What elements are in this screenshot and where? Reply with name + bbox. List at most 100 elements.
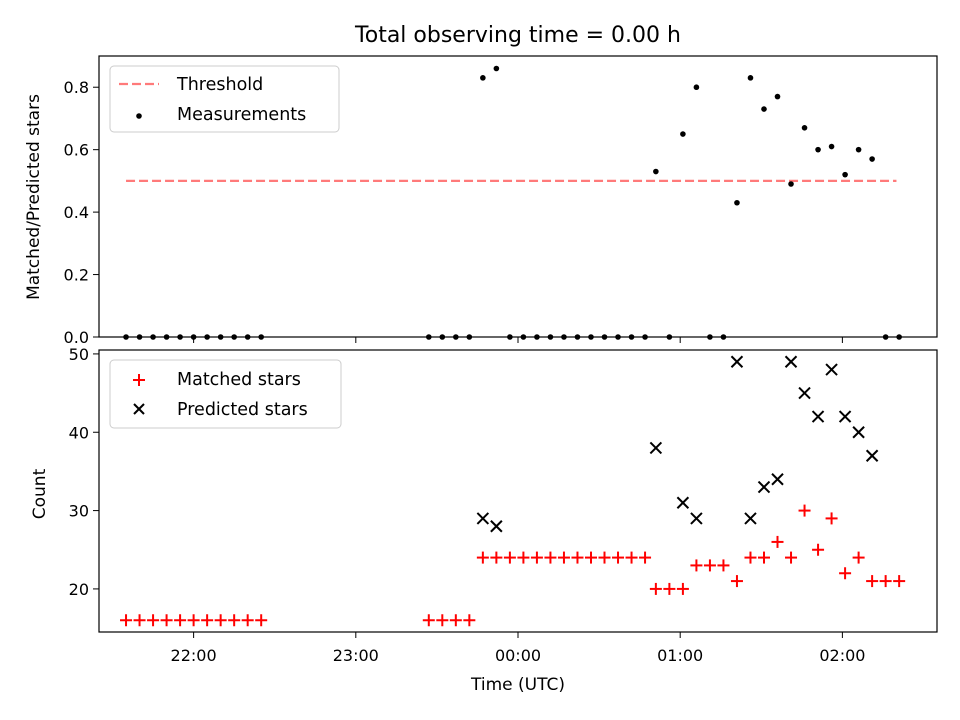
matched-star-point [133,614,146,627]
measurement-point [761,106,767,112]
matched-star-point [422,614,435,627]
bottom-x-tick-label: 00:00 [495,646,541,665]
matched-star-point [201,614,214,627]
matched-star-point [639,551,652,564]
bottom-x-tick-label: 01:00 [657,646,703,665]
legend-predicted-marker [133,403,145,415]
bottom-legend: Matched stars Predicted stars [109,359,342,429]
measurement-point [855,146,862,153]
predicted-star-point [757,480,771,494]
matched-star-point [730,575,743,588]
legend-predicted-label: Predicted stars [177,400,308,420]
matched-star-point [187,614,200,627]
matched-star-point [584,551,597,564]
matched-star-point [214,614,227,627]
matched-star-point [557,551,570,564]
chart-title: Total observing time = 0.00 h [354,23,681,48]
legend-matched-label: Matched stars [177,370,301,390]
predicted-star-point [865,449,879,462]
measurement-point [801,125,808,131]
matched-star-point [717,559,730,572]
matched-star-point [839,567,852,580]
bottom-y-tick-label: 50 [69,345,89,364]
matched-star-point [893,575,906,588]
bottom-axes-frame [98,349,938,633]
matched-star-point [676,582,689,595]
matched-star-point [771,535,784,548]
matched-star-point [625,551,638,564]
measurement-point [788,181,794,187]
matched-star-point [241,614,254,627]
matched-star-point [120,614,133,627]
predicted-star-point [784,355,798,368]
x-axis-label: Time (UTC) [470,675,565,695]
matched-star-point [490,551,503,564]
bottom-y-tick-label: 40 [69,423,89,442]
matched-star-point [744,551,757,564]
bottom-x-tick-label: 23:00 [333,646,379,665]
measurement-point [815,146,821,153]
predicted-star-point [730,355,744,368]
measurement-point [828,143,835,150]
matched-star-point [757,551,770,564]
matched-star-point [866,575,879,588]
top-axes-frame [98,55,938,338]
matched-star-point [160,614,173,627]
top-y-tick-label: 0.8 [64,78,89,97]
matched-star-point [544,551,557,564]
measurement-point [774,93,781,100]
matched-star-point [174,614,187,627]
predicted-star-point [676,496,690,509]
measurement-point [869,156,875,162]
legend-measurements-marker [136,113,142,119]
bottom-y-axis-label: Count [30,468,50,519]
measurement-point [842,171,848,178]
matched-star-point [852,551,865,564]
predicted-star-point [744,512,757,525]
matched-star-point [147,614,160,627]
top-y-tick-label: 0.2 [64,266,89,285]
legend-matched-marker [133,374,145,386]
matched-star-point [436,614,449,627]
top-y-axis-label: Matched/Predicted stars [24,94,44,300]
predicted-star-point [811,410,825,423]
matched-star-point [255,614,268,627]
matched-star-point [879,575,892,588]
predicted-star-point [771,473,784,486]
legend-threshold-label: Threshold [176,75,263,95]
top-legend-box [109,65,340,133]
measurement-point [747,75,754,81]
predicted-star-point [838,410,852,423]
bottom-axes-content: 20 30 40 50 22:00 23:00 00:00 01:00 02:00 [69,345,906,665]
bottom-legend-box [109,359,342,429]
matched-star-point [612,551,625,564]
matched-star-point [571,551,584,564]
matched-star-point [649,582,662,595]
matched-star-point [785,551,798,564]
bottom-y-tick-label: 30 [69,502,89,521]
predicted-star-point [852,426,865,439]
matched-star-point [517,551,530,564]
predicted-star-point [798,386,811,400]
matched-star-point [690,559,703,572]
top-y-tick-label: 0.6 [64,141,89,160]
matched-star-point [825,512,838,525]
predicted-star-point [476,512,490,525]
top-y-tick-label: 0.0 [64,328,89,347]
bottom-x-tick-label: 22:00 [171,646,217,665]
predicted-star-point [690,512,703,525]
matched-star-point [812,543,825,556]
matched-star-point [598,551,611,564]
matched-star-point [663,582,676,595]
top-y-tick-label: 0.4 [64,203,89,222]
matched-star-point [228,614,241,627]
bottom-x-tick-label: 02:00 [819,646,865,665]
predicted-star-point [649,441,663,455]
predicted-star-point [490,520,503,533]
measurement-point [680,131,686,137]
matched-star-point [476,551,489,564]
matched-star-point [503,551,516,564]
matched-star-point [463,614,476,627]
legend-measurements-label: Measurements [177,105,306,125]
